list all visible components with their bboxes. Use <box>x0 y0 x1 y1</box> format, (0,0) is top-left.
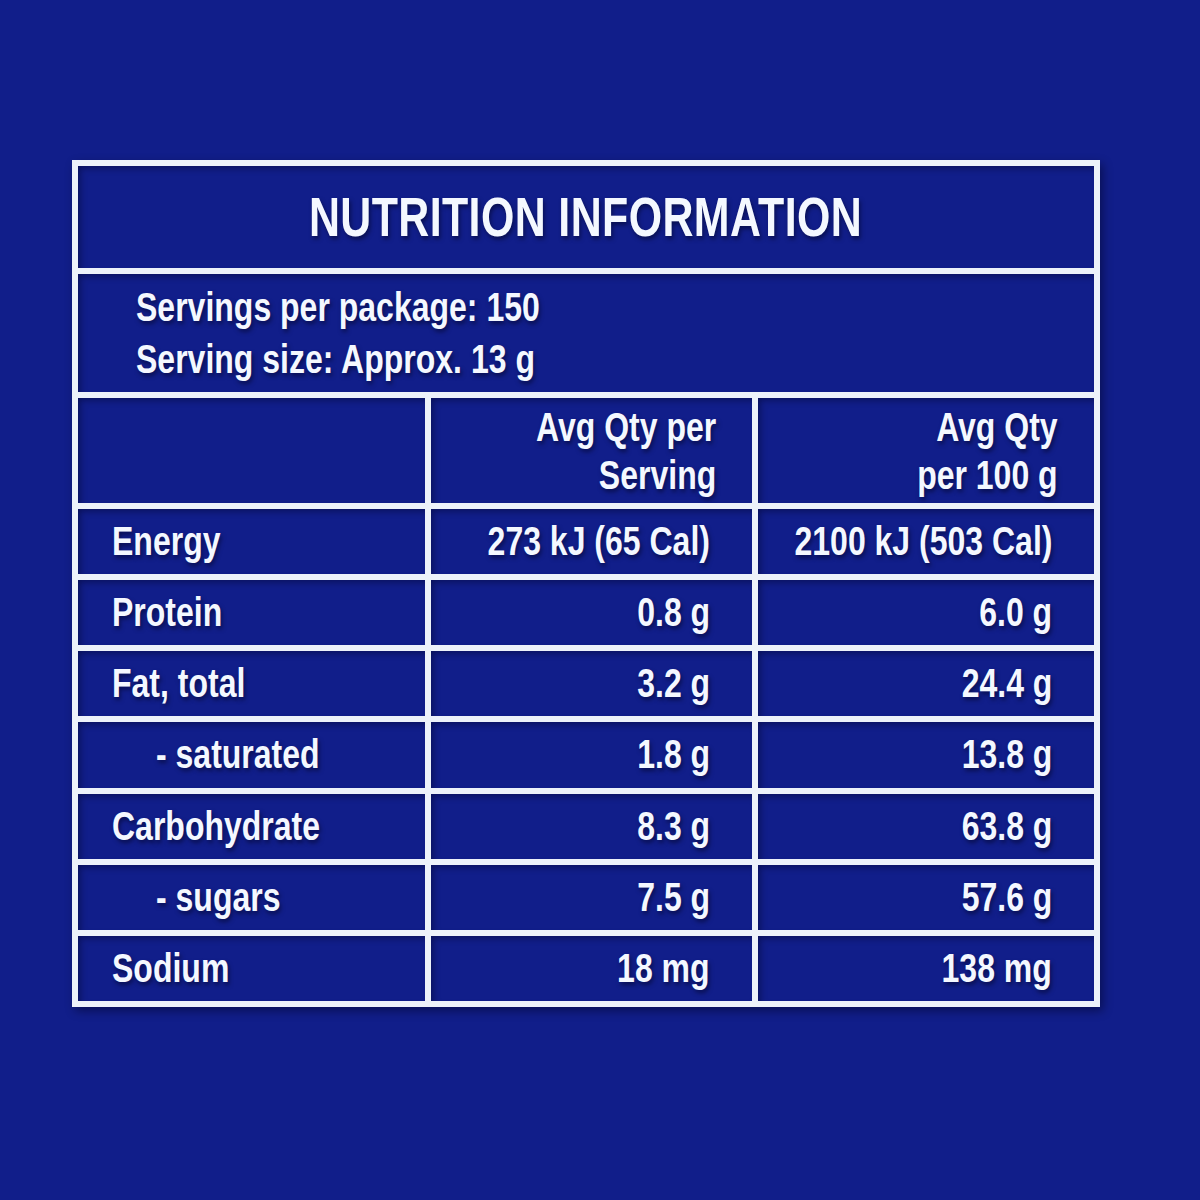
column-header-per-serving-line1: Avg Qty per <box>536 403 716 451</box>
row-value-sodium-per-serving: 18 mg <box>431 936 752 1001</box>
row-value-protein-per-100g: 6.0 g <box>758 580 1094 645</box>
label-background: NUTRITION INFORMATION Servings per packa… <box>0 0 1200 1200</box>
serving-info-row: Servings per package: 150 Serving size: … <box>78 274 1094 392</box>
serving-size: Serving size: Approx. 13 g <box>136 333 535 385</box>
row-value-protein-per-serving: 0.8 g <box>431 580 752 645</box>
row-value-carbohydrate-per-100g: 63.8 g <box>758 794 1094 859</box>
column-header-per-100g-line2: per 100 g <box>917 451 1058 499</box>
column-header-per-serving: Avg Qty per Serving <box>431 398 752 503</box>
row-label-sodium: Sodium <box>78 936 425 1001</box>
row-label-protein: Protein <box>78 580 425 645</box>
row-value-sugars-per-serving: 7.5 g <box>431 865 752 930</box>
row-label-sugars: - sugars <box>78 865 425 930</box>
row-label-fat-total: Fat, total <box>78 651 425 716</box>
nutrition-information-table: NUTRITION INFORMATION Servings per packa… <box>72 160 1100 1007</box>
row-value-fat-total-per-serving: 3.2 g <box>431 651 752 716</box>
row-value-carbohydrate-per-serving: 8.3 g <box>431 794 752 859</box>
column-header-per-serving-line2: Serving <box>536 451 716 499</box>
row-label-energy: Energy <box>78 509 425 574</box>
row-label-saturated: - saturated <box>78 722 425 787</box>
row-value-energy-per-100g: 2100 kJ (503 Cal) <box>758 509 1094 574</box>
row-value-sodium-per-100g: 138 mg <box>758 936 1094 1001</box>
row-value-energy-per-serving: 273 kJ (65 Cal) <box>431 509 752 574</box>
column-header-blank <box>78 398 425 503</box>
column-header-per-100g: Avg Qty per 100 g <box>758 398 1094 503</box>
servings-per-package: Servings per package: 150 <box>136 281 540 333</box>
table-title: NUTRITION INFORMATION <box>309 185 862 249</box>
table-title-row: NUTRITION INFORMATION <box>78 166 1094 268</box>
column-header-per-100g-line1: Avg Qty <box>917 403 1058 451</box>
row-value-saturated-per-100g: 13.8 g <box>758 722 1094 787</box>
row-value-sugars-per-100g: 57.6 g <box>758 865 1094 930</box>
row-value-saturated-per-serving: 1.8 g <box>431 722 752 787</box>
row-label-carbohydrate: Carbohydrate <box>78 794 425 859</box>
row-value-fat-total-per-100g: 24.4 g <box>758 651 1094 716</box>
